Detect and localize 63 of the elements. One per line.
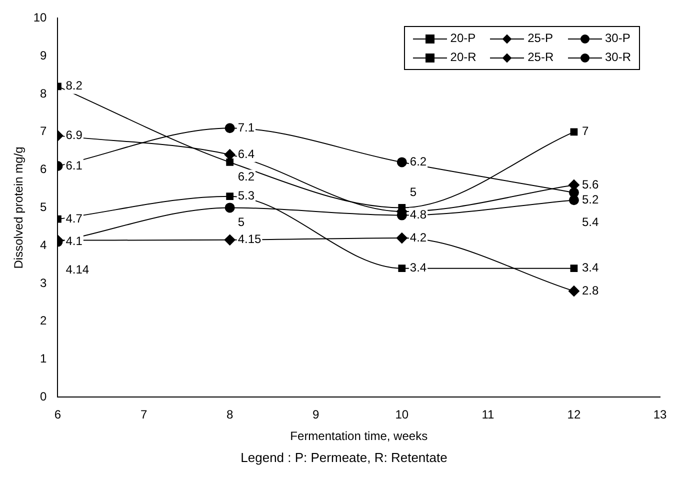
data-label: 6.9 <box>66 128 83 142</box>
data-label: 4.7 <box>66 211 83 226</box>
data-label: 2.8 <box>582 283 599 298</box>
x-tick-label: 6 <box>54 408 62 422</box>
data-label: 3.4 <box>582 260 599 275</box>
x-tick-label: 8 <box>226 408 234 422</box>
point <box>224 123 235 134</box>
y-tick-label: 1 <box>40 352 48 366</box>
x-tick-label: 13 <box>653 408 667 422</box>
data-label: 5.4 <box>582 214 599 229</box>
y-tick-label: 0 <box>40 390 48 404</box>
data-label: 5 <box>410 185 417 200</box>
legend-label: 20-R <box>449 50 476 65</box>
data-label: 6.4 <box>238 146 255 161</box>
data-label: 3.4 <box>410 260 427 275</box>
y-tick-label: 6 <box>40 162 48 176</box>
data-label: 6.2 <box>410 154 427 169</box>
data-label: 5 <box>238 215 245 230</box>
y-tick-label: 10 <box>33 10 48 25</box>
data-label: 5.6 <box>582 177 599 192</box>
point <box>224 202 235 213</box>
data-label: 6.2 <box>238 170 255 184</box>
y-tick-label: 5 <box>40 200 48 214</box>
point <box>398 264 406 272</box>
data-label: 7.1 <box>238 120 255 134</box>
legend-label: 20-P <box>449 31 476 46</box>
data-label: 5.2 <box>582 192 599 206</box>
data-label: 4.8 <box>410 208 427 222</box>
point <box>226 192 234 200</box>
data-label: 5.3 <box>238 188 255 203</box>
y-tick-label: 8 <box>40 86 48 100</box>
y-tick-label: 2 <box>40 314 48 328</box>
data-label: 4.14 <box>66 262 90 277</box>
y-axis-title: Dissolved protein mg/g <box>12 146 26 269</box>
text: Legend : P: Permeate, R: Retentate <box>240 450 448 465</box>
x-tick-label: 9 <box>312 408 320 422</box>
y-tick-label: 9 <box>40 48 48 62</box>
point <box>396 157 407 168</box>
point <box>568 286 580 297</box>
point <box>570 128 578 136</box>
point <box>568 195 579 206</box>
data-label: 4.15 <box>238 232 262 246</box>
y-tick-label: 7 <box>40 124 48 138</box>
point <box>396 232 408 244</box>
legend-label: 30-R <box>604 50 631 65</box>
data-label: 4.1 <box>66 234 83 248</box>
x-axis-title: Fermentation time, weeks <box>290 429 428 444</box>
x-tick-label: 10 <box>395 408 409 422</box>
data-label: 4.2 <box>410 230 427 244</box>
point <box>570 264 578 272</box>
x-tick-label: 7 <box>140 408 148 422</box>
legend-label: 25-P <box>526 31 554 46</box>
x-tick-label: 12 <box>567 408 581 422</box>
point <box>224 234 236 246</box>
legend-label: 30-P <box>604 31 631 46</box>
data-label: 7 <box>582 124 589 138</box>
legend-label: 25-R <box>526 50 554 65</box>
y-tick-label: 4 <box>40 238 48 252</box>
point <box>226 158 234 166</box>
y-tick-label: 3 <box>40 276 48 290</box>
data-label: 6.1 <box>66 158 83 172</box>
data-label: 8.2 <box>66 78 83 93</box>
x-tick-label: 11 <box>482 408 494 422</box>
